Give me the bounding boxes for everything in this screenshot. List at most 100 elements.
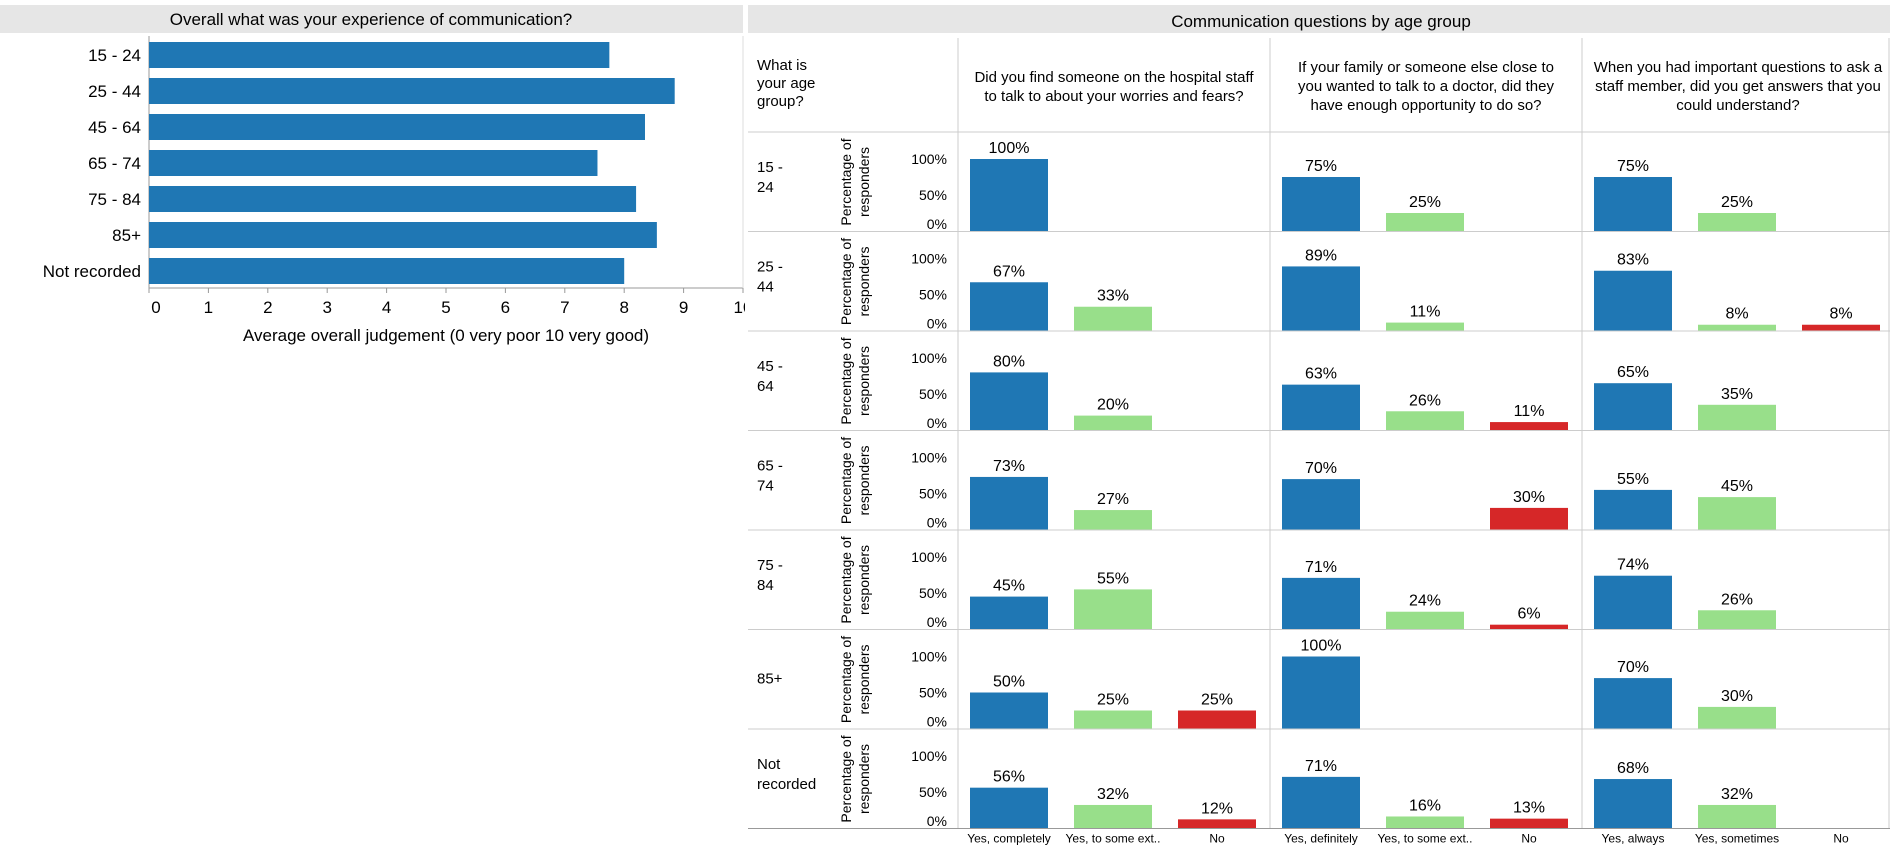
data-label: 26% [1409,392,1441,409]
age-group-label: 44 [757,279,774,296]
bar [1594,779,1672,828]
data-label: 25% [1201,692,1233,709]
row-axis-label: Percentage of [838,138,854,225]
data-label: 83% [1617,252,1649,269]
bar [1698,804,1776,828]
bar [1698,213,1776,231]
bar [1282,177,1360,231]
data-label: 55% [1617,471,1649,488]
data-label: 71% [1305,758,1337,775]
x-category-label: Yes, sometimes [1695,832,1779,846]
age-group-label: 85+ [757,671,783,688]
overall-experience-chart: Overall what was your experience of comm… [0,5,745,345]
age-group-label: 25 - [757,259,783,276]
bar [1594,489,1672,530]
y-tick-label: 0% [927,515,947,531]
bar [1074,306,1152,331]
row-axis-label: responders [856,644,872,714]
bar [1698,706,1776,729]
data-label: 74% [1617,557,1649,574]
bar [970,596,1048,629]
data-label: 25% [1721,194,1753,211]
row-axis-label-group: Percentage of responders [838,138,872,225]
data-label: 30% [1513,489,1545,506]
chart-title: Communication questions by age group [1171,12,1471,31]
x-category-label: No [1209,832,1225,846]
bar [1386,411,1464,430]
question-header-line: Did you find someone on the hospital sta… [974,69,1254,86]
bar [1074,804,1152,828]
data-label: 35% [1721,386,1753,403]
question-header-line: staff member, did you get answers that y… [1595,78,1881,95]
bar [1490,818,1568,828]
data-label: 100% [1301,638,1342,655]
data-label: 32% [1721,786,1753,803]
data-label: 73% [993,458,1025,475]
data-label: 45% [1721,478,1753,495]
bar [1594,383,1672,430]
y-tick-label: 100% [911,350,947,366]
bar [149,42,610,68]
data-label: 25% [1097,692,1129,709]
question-header-line: have enough opportunity to do so? [1310,97,1541,114]
row-axis-label-group: Percentage of responders [838,238,872,325]
data-label: 24% [1409,593,1441,610]
y-tick-label: 50% [919,784,947,800]
bar [149,186,637,212]
data-label: 45% [993,578,1025,595]
age-group-label: 24 [757,179,774,196]
x-tick-label: 8 [619,298,628,317]
bar [149,258,625,284]
bar [1490,624,1568,629]
bar [1594,177,1672,231]
chart-title-bar [0,5,743,33]
bar [1074,510,1152,530]
y-tick-label: 100% [911,748,947,764]
row-axis-label: responders [856,445,872,515]
data-label: 33% [1097,288,1129,305]
bar [1282,577,1360,629]
row-axis-label-group: Percentage of responders [838,636,872,723]
row-axis-label: Percentage of [838,735,854,822]
y-tick-label: 0% [927,316,947,332]
y-tick-label: 50% [919,585,947,601]
y-tick-label: 0% [927,216,947,232]
bar [1282,266,1360,331]
bar [149,150,598,176]
bar [1594,270,1672,331]
bar [1178,819,1256,828]
bar [1698,497,1776,530]
y-tick-label: 50% [919,287,947,303]
x-category-label: No [1833,832,1849,846]
bar [149,114,645,140]
y-tick-label: 100% [911,251,947,267]
age-group-label: 64 [757,378,774,395]
data-label: 8% [1725,306,1748,323]
bar [1802,324,1880,331]
age-group-label: recorded [757,776,816,793]
bar [970,372,1048,430]
x-tick-label: 0 [151,298,160,317]
question-header-line: When you had important questions to ask … [1594,59,1883,76]
bar [1490,422,1568,430]
data-label: 8% [1829,306,1852,323]
data-label: 11% [1410,304,1441,321]
bar [1386,213,1464,231]
bar [1698,324,1776,331]
age-group-label: 15 - [757,159,783,176]
age-group-label: 84 [757,577,774,594]
data-label: 68% [1617,760,1649,777]
y-tick-label: 0% [927,614,947,630]
category-label: Not recorded [43,262,141,281]
data-label: 100% [989,140,1030,157]
x-category-label: Yes, to some ext.. [1066,832,1161,846]
bar [1074,415,1152,430]
y-tick-label: 50% [919,187,947,203]
data-label: 89% [1305,247,1337,264]
data-label: 50% [993,674,1025,691]
bar [1178,710,1256,729]
question-header-line: could understand? [1676,97,1799,114]
y-tick-label: 100% [911,450,947,466]
bar [970,787,1048,828]
data-label: 70% [1617,659,1649,676]
